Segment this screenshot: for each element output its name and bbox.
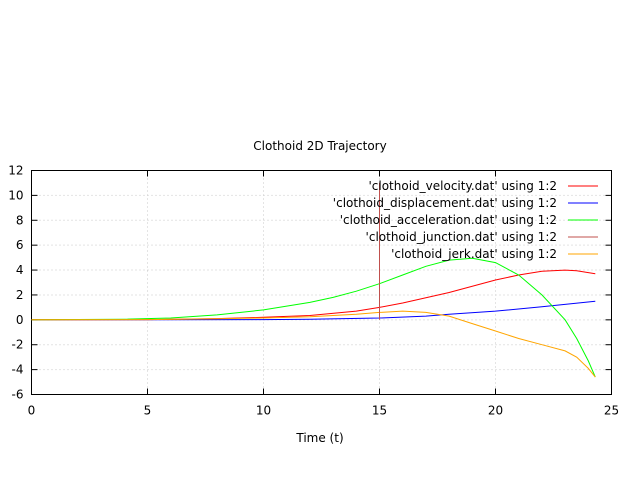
series-line-4 — [31, 310, 596, 378]
y-tick-label: -2 — [12, 338, 24, 352]
series-line-1 — [31, 300, 596, 321]
y-tick-label: 6 — [16, 238, 24, 252]
chart-title: Clothoid 2D Trajectory — [253, 139, 386, 153]
legend: 'clothoid_velocity.dat' using 1:2 'clotho… — [333, 179, 598, 261]
y-tick-label: 8 — [16, 213, 24, 227]
legend-label: 'clothoid_displacement.dat' using 1:2 — [333, 196, 557, 210]
axis-ticks: 0 5 10 15 20 25 -6 -4 -2 0 2 4 6 8 10 12 — [8, 164, 619, 418]
y-tick-label: 4 — [16, 263, 24, 277]
y-tick-label: 0 — [16, 313, 24, 327]
legend-label: 'clothoid_junction.dat' using 1:2 — [366, 230, 557, 244]
series-lines — [31, 182, 596, 378]
x-tick-label: 5 — [144, 404, 152, 418]
x-tick-label: 10 — [256, 404, 271, 418]
x-axis-label: Time (t) — [295, 431, 343, 445]
legend-label: 'clothoid_jerk.dat' using 1:2 — [391, 247, 557, 261]
x-tick-label: 0 — [28, 404, 36, 418]
y-tick-label: -6 — [12, 388, 24, 402]
y-tick-label: 12 — [8, 164, 23, 178]
y-tick-label: 2 — [16, 288, 24, 302]
x-tick-label: 15 — [372, 404, 387, 418]
legend-label: 'clothoid_velocity.dat' using 1:2 — [368, 179, 557, 193]
legend-label: 'clothoid_acceleration.dat' using 1:2 — [340, 213, 557, 227]
series-line-2 — [31, 257, 596, 378]
plot-frame — [31, 170, 612, 395]
x-tick-label: 20 — [488, 404, 503, 418]
y-tick-label: 10 — [8, 188, 23, 202]
y-tick-label: -4 — [12, 363, 24, 377]
x-tick-label: 25 — [604, 404, 619, 418]
